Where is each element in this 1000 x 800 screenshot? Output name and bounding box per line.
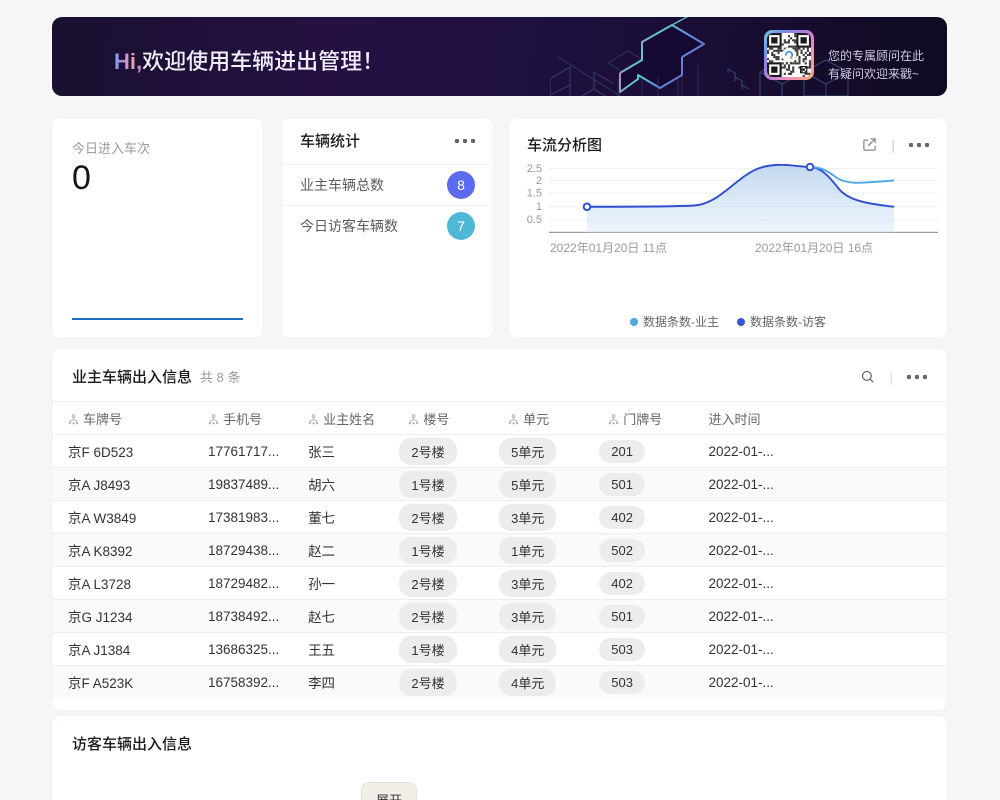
svg-text:2.5: 2.5 — [527, 163, 542, 175]
svg-text:2022年01月20日 16点: 2022年01月20日 16点 — [755, 241, 873, 255]
svg-text:1: 1 — [536, 201, 542, 213]
svg-text:2022年01月20日 11点: 2022年01月20日 11点 — [550, 241, 667, 255]
svg-text:1.5: 1.5 — [527, 188, 542, 200]
svg-text:2: 2 — [536, 175, 542, 187]
svg-text:0.5: 0.5 — [527, 214, 542, 226]
